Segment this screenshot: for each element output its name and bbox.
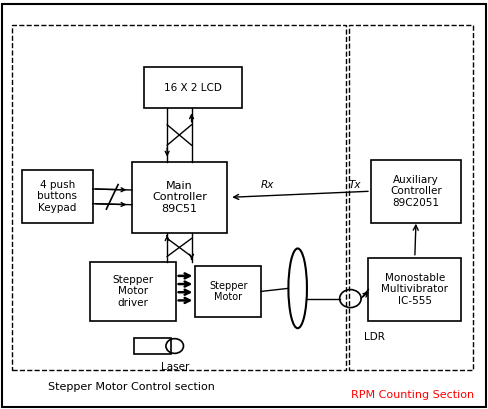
- Text: Auxiliary
Controller
89C2051: Auxiliary Controller 89C2051: [390, 175, 442, 208]
- Text: RPM Counting Section: RPM Counting Section: [351, 390, 474, 400]
- Text: Laser: Laser: [162, 362, 190, 372]
- Text: Monostable
Multivibrator
IC-555: Monostable Multivibrator IC-555: [381, 273, 448, 306]
- Text: Rx: Rx: [261, 180, 274, 190]
- Text: 4 push
buttons
Keypad: 4 push buttons Keypad: [38, 180, 77, 213]
- Bar: [90, 262, 176, 321]
- Bar: [132, 162, 227, 233]
- Text: Stepper
Motor
driver: Stepper Motor driver: [112, 275, 154, 308]
- Bar: [22, 170, 93, 223]
- Bar: [134, 338, 171, 354]
- Bar: [195, 266, 261, 317]
- Text: Main
Controller
89C51: Main Controller 89C51: [152, 181, 207, 214]
- Bar: [12, 25, 346, 370]
- Bar: [371, 160, 461, 223]
- Bar: [349, 25, 473, 370]
- Text: Stepper
Motor: Stepper Motor: [209, 281, 247, 302]
- Bar: [144, 67, 242, 108]
- Text: Stepper Motor Control section: Stepper Motor Control section: [48, 382, 215, 391]
- Text: Tx: Tx: [349, 180, 362, 190]
- Bar: [368, 258, 461, 321]
- Text: 16 X 2 LCD: 16 X 2 LCD: [164, 83, 222, 93]
- Text: LDR: LDR: [364, 333, 385, 342]
